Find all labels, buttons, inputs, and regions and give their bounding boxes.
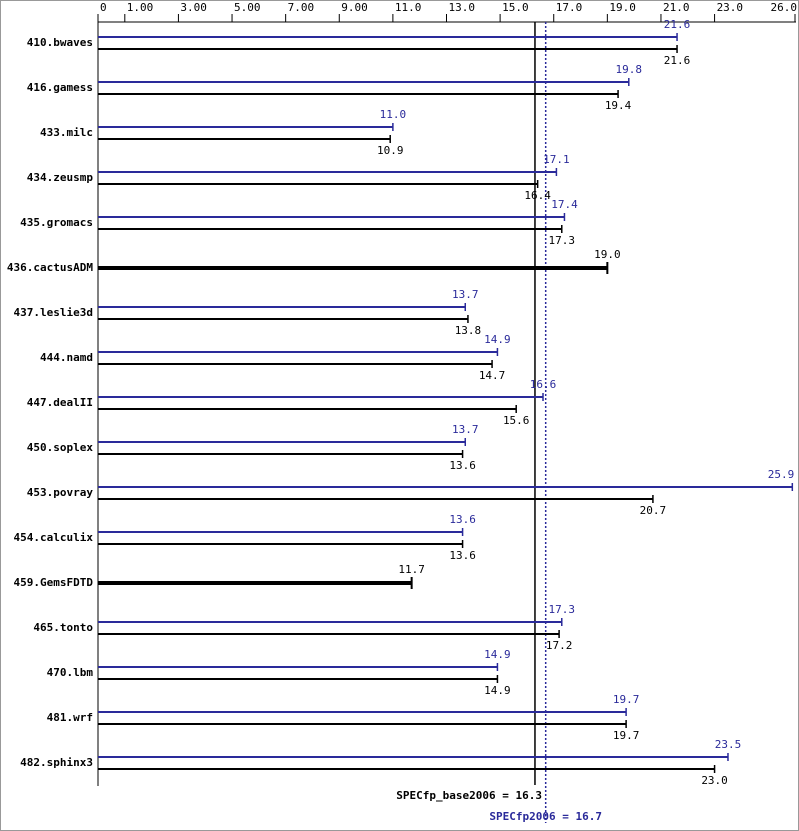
value-label: 19.7 (613, 693, 640, 706)
value-label: 14.7 (479, 369, 506, 382)
category-label: 459.GemsFDTD (14, 576, 94, 589)
x-tick-label: 7.00 (288, 1, 315, 14)
value-label: 19.0 (594, 248, 621, 261)
value-label: 23.5 (715, 738, 742, 751)
x-tick-label: 9.00 (341, 1, 368, 14)
value-label: 21.6 (664, 54, 691, 67)
value-label: 19.8 (616, 63, 643, 76)
value-label: 13.8 (455, 324, 482, 337)
category-label: 465.tonto (33, 621, 93, 634)
value-label: 16.6 (530, 378, 557, 391)
value-label: 13.7 (452, 423, 479, 436)
value-label: 13.6 (449, 513, 476, 526)
value-label: 16.4 (524, 189, 551, 202)
category-label: 453.povray (27, 486, 94, 499)
value-label: 20.7 (640, 504, 667, 517)
category-label: 450.soplex (27, 441, 94, 454)
reference-label: SPECfp2006 = 16.7 (489, 810, 602, 823)
value-label: 17.3 (549, 603, 576, 616)
category-label: 482.sphinx3 (20, 756, 93, 769)
value-label: 15.6 (503, 414, 530, 427)
x-tick-label: 26.0 (771, 1, 798, 14)
x-tick-label: 15.0 (502, 1, 528, 14)
category-label: 433.milc (40, 126, 93, 139)
value-label: 21.6 (664, 18, 691, 31)
x-tick-label: 1.00 (127, 1, 154, 14)
category-label: 436.cactusADM (7, 261, 93, 274)
value-label: 17.4 (551, 198, 578, 211)
category-label: 447.dealII (27, 396, 93, 409)
value-label: 13.6 (449, 459, 476, 472)
value-label: 25.9 (768, 468, 795, 481)
category-label: 434.zeusmp (27, 171, 94, 184)
value-label: 19.7 (613, 729, 640, 742)
value-label: 17.1 (543, 153, 570, 166)
value-label: 14.9 (484, 648, 511, 661)
value-label: 17.2 (546, 639, 573, 652)
category-label: 410.bwaves (27, 36, 93, 49)
value-label: 13.7 (452, 288, 479, 301)
reference-label: SPECfp_base2006 = 16.3 (396, 789, 542, 802)
category-label: 435.gromacs (20, 216, 93, 229)
x-tick-label: 0 (100, 1, 107, 14)
value-label: 11.0 (380, 108, 407, 121)
category-label: 470.lbm (47, 666, 94, 679)
x-tick-label: 19.0 (609, 1, 636, 14)
value-label: 11.7 (398, 563, 425, 576)
value-label: 19.4 (605, 99, 632, 112)
value-label: 14.9 (484, 684, 511, 697)
category-label: 454.calculix (14, 531, 94, 544)
category-label: 416.gamess (27, 81, 93, 94)
x-tick-label: 21.0 (663, 1, 690, 14)
value-label: 14.9 (484, 333, 511, 346)
x-tick-label: 23.0 (717, 1, 744, 14)
x-tick-label: 17.0 (556, 1, 583, 14)
x-tick-label: 11.0 (395, 1, 422, 14)
value-label: 23.0 (701, 774, 728, 787)
category-label: 481.wrf (47, 711, 93, 724)
x-tick-label: 5.00 (234, 1, 260, 14)
category-label: 437.leslie3d (14, 306, 93, 319)
value-label: 13.6 (449, 549, 476, 562)
value-label: 10.9 (377, 144, 404, 157)
x-tick-label: 13.0 (449, 1, 476, 14)
x-tick-label: 3.00 (180, 1, 207, 14)
value-label: 17.3 (549, 234, 576, 247)
category-label: 444.namd (40, 351, 93, 364)
